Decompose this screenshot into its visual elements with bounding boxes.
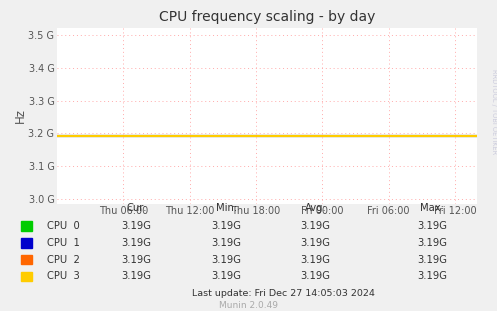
Text: 3.19G: 3.19G [301,238,331,248]
Text: 3.19G: 3.19G [301,272,331,281]
Text: CPU  0: CPU 0 [47,221,80,231]
Text: 3.19G: 3.19G [417,272,447,281]
Text: Last update: Fri Dec 27 14:05:03 2024: Last update: Fri Dec 27 14:05:03 2024 [192,290,375,298]
Text: 3.19G: 3.19G [211,255,241,265]
Text: Max:: Max: [420,203,444,213]
Text: 3.19G: 3.19G [417,221,447,231]
Text: 3.19G: 3.19G [417,238,447,248]
Text: Min:: Min: [216,203,237,213]
Text: Munin 2.0.49: Munin 2.0.49 [219,301,278,310]
Text: Avg:: Avg: [305,203,327,213]
Text: 3.19G: 3.19G [301,255,331,265]
Text: 3.19G: 3.19G [211,238,241,248]
Text: 3.19G: 3.19G [301,221,331,231]
Text: Cur:: Cur: [126,203,147,213]
Text: 3.19G: 3.19G [122,221,152,231]
Text: CPU  2: CPU 2 [47,255,80,265]
Y-axis label: Hz: Hz [14,108,27,123]
Text: RRDTOOL / TOBI OETIKER: RRDTOOL / TOBI OETIKER [491,69,497,155]
Text: 3.19G: 3.19G [211,221,241,231]
Text: CPU  1: CPU 1 [47,238,80,248]
Title: CPU frequency scaling - by day: CPU frequency scaling - by day [159,10,375,24]
Text: CPU  3: CPU 3 [47,272,80,281]
Text: 3.19G: 3.19G [211,272,241,281]
Text: 3.19G: 3.19G [122,272,152,281]
Text: 3.19G: 3.19G [122,238,152,248]
Text: 3.19G: 3.19G [417,255,447,265]
Text: 3.19G: 3.19G [122,255,152,265]
